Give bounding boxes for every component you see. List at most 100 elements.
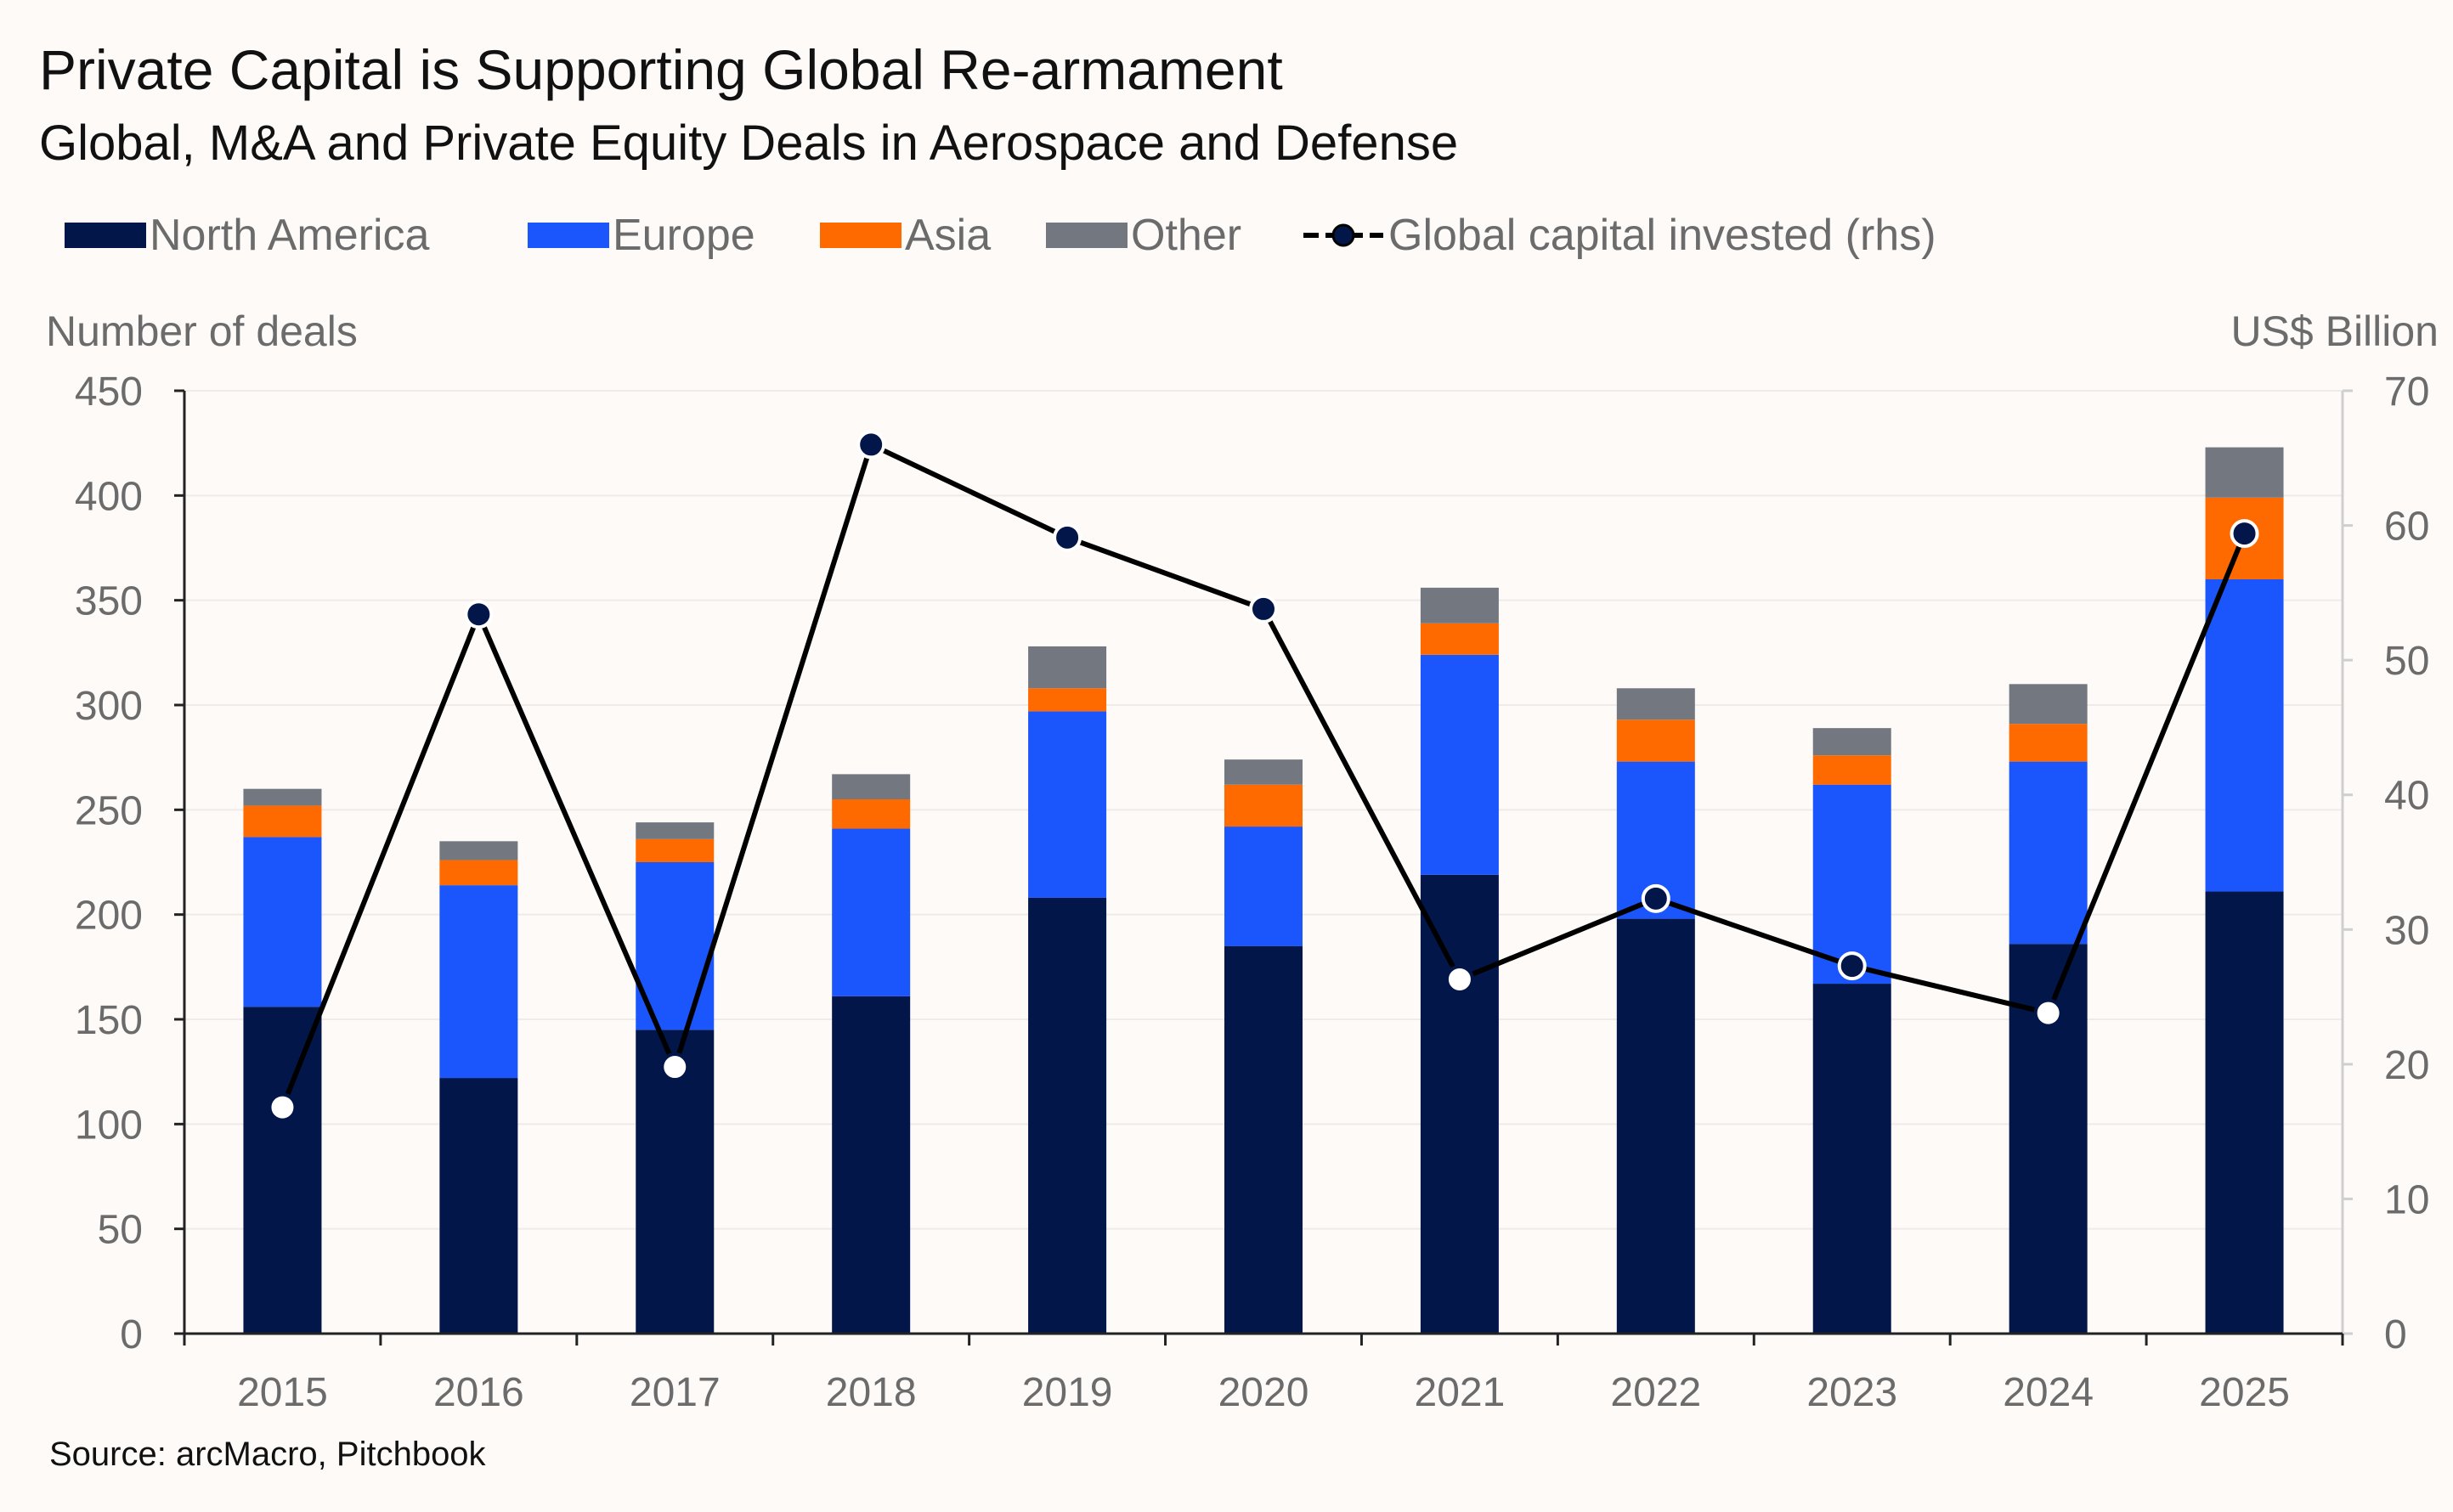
- bar-europe-2019: [1028, 711, 1107, 898]
- bar-other-2022: [1616, 688, 1695, 720]
- bar-europe-2025: [2205, 579, 2284, 892]
- bar-asia-2023: [1812, 755, 1891, 785]
- y-left-tick-350: 350: [75, 579, 143, 624]
- bar-other-2018: [832, 774, 911, 799]
- grid: 0 50 100 150 200 250 300 350 400 450 0 10 20 30 40 50 60…: [75, 370, 2429, 1357]
- y-right-tick-10: 10: [2384, 1177, 2429, 1222]
- bar-north-america-2021: [1420, 874, 1499, 1334]
- bar-north-america-2023: [1812, 984, 1891, 1334]
- capital-point-2023: [1837, 951, 1867, 981]
- legend-label-europe: Europe: [613, 211, 755, 260]
- y-left-tick-0: 0: [120, 1312, 143, 1357]
- x-tick-2023: 2023: [1806, 1370, 1897, 1415]
- bar-asia-2015: [243, 805, 322, 838]
- bar-other-2016: [439, 841, 518, 860]
- bar-other-2023: [1812, 728, 1891, 756]
- x-tick-2025: 2025: [2199, 1370, 2290, 1415]
- capital-point-2017: [660, 1052, 690, 1082]
- bar-other-2020: [1224, 759, 1303, 785]
- bars: [243, 447, 2284, 1334]
- bar-europe-2018: [832, 828, 911, 996]
- bar-other-2015: [243, 788, 322, 806]
- capital-point-2024: [2033, 998, 2063, 1028]
- chart-title: Private Capital is Supporting Global Re-…: [39, 38, 1283, 101]
- legend-swatch-asia: [820, 223, 902, 248]
- bar-europe-2021: [1420, 654, 1499, 875]
- capital-point-2022: [1641, 883, 1670, 913]
- x-tick-2017: 2017: [630, 1370, 721, 1415]
- axes: 2015 2016 2017 2018 2019 2020 2021 2022 2023 2024…: [174, 389, 2353, 1415]
- y-right-tick-40: 40: [2384, 774, 2429, 819]
- bar-other-2019: [1028, 646, 1107, 689]
- bar-north-america-2020: [1224, 945, 1303, 1334]
- bar-north-america-2018: [832, 996, 911, 1334]
- y-left-tick-100: 100: [75, 1103, 143, 1148]
- y-left-tick-250: 250: [75, 788, 143, 833]
- bar-asia-2016: [439, 860, 518, 886]
- y-left-tick-400: 400: [75, 474, 143, 519]
- bar-europe-2015: [243, 837, 322, 1007]
- bar-europe-2020: [1224, 827, 1303, 946]
- x-tick-2024: 2024: [2003, 1370, 2094, 1415]
- capital-line: [268, 430, 2259, 1122]
- legend-label-capital: Global capital invested (rhs): [1388, 211, 1936, 260]
- bar-asia-2022: [1616, 719, 1695, 762]
- capital-point-2025: [2230, 519, 2259, 549]
- legend-label-north-america: North America: [150, 211, 430, 260]
- bar-asia-2021: [1420, 623, 1499, 655]
- y-right-tick-70: 70: [2384, 370, 2429, 415]
- x-tick-2021: 2021: [1415, 1370, 1506, 1415]
- y-left-tick-450: 450: [75, 370, 143, 415]
- legend-label-other: Other: [1131, 211, 1241, 260]
- x-tick-2020: 2020: [1218, 1370, 1309, 1415]
- y-left-tick-200: 200: [75, 894, 143, 939]
- bar-north-america-2015: [243, 1007, 322, 1334]
- source-note: Source: arcMacro, Pitchbook: [49, 1436, 487, 1473]
- y-right-tick-60: 60: [2384, 505, 2429, 550]
- legend-swatch-other: [1046, 223, 1128, 248]
- bar-europe-2024: [2009, 761, 2088, 945]
- y-right-tick-0: 0: [2384, 1312, 2407, 1357]
- legend-marker-line: [1331, 223, 1355, 247]
- legend-swatch-north-america: [65, 223, 146, 248]
- bar-europe-2023: [1812, 784, 1891, 984]
- bar-other-2017: [636, 822, 715, 839]
- left-axis-title: Number of deals: [46, 307, 358, 355]
- y-left-tick-150: 150: [75, 998, 143, 1043]
- bar-north-america-2022: [1616, 918, 1695, 1334]
- bar-asia-2019: [1028, 688, 1107, 712]
- x-tick-2019: 2019: [1022, 1370, 1113, 1415]
- chart-subtitle: Global, M&A and Private Equity Deals in …: [39, 116, 1458, 171]
- y-left-tick-50: 50: [98, 1208, 143, 1253]
- legend: North America Europe Asia Other Global capit…: [65, 211, 1936, 260]
- bar-north-america-2025: [2205, 891, 2284, 1334]
- bar-other-2024: [2009, 684, 2088, 725]
- bar-europe-2016: [439, 885, 518, 1079]
- x-tick-2018: 2018: [826, 1370, 917, 1415]
- bar-other-2025: [2205, 447, 2284, 498]
- capital-point-2019: [1053, 522, 1082, 552]
- capital-point-2020: [1249, 594, 1278, 623]
- capital-point-2016: [464, 600, 494, 629]
- bar-asia-2018: [832, 799, 911, 829]
- bar-asia-2020: [1224, 784, 1303, 827]
- bar-north-america-2019: [1028, 897, 1107, 1334]
- capital-point-2015: [268, 1092, 297, 1122]
- y-right-tick-20: 20: [2384, 1043, 2429, 1088]
- capital-point-2018: [856, 430, 886, 460]
- x-tick-2015: 2015: [237, 1370, 328, 1415]
- legend-swatch-europe: [528, 223, 609, 248]
- capital-point-2021: [1444, 964, 1474, 994]
- y-right-tick-50: 50: [2384, 639, 2429, 684]
- y-right-tick-30: 30: [2384, 908, 2429, 953]
- bar-north-america-2016: [439, 1078, 518, 1334]
- x-tick-2016: 2016: [433, 1370, 524, 1415]
- y-left-tick-300: 300: [75, 684, 143, 729]
- x-tick-2022: 2022: [1610, 1370, 1701, 1415]
- bar-other-2021: [1420, 587, 1499, 623]
- bar-asia-2017: [636, 838, 715, 862]
- legend-label-asia: Asia: [905, 211, 991, 260]
- bar-asia-2024: [2009, 724, 2088, 762]
- right-axis-title: US$ Billion: [2230, 307, 2439, 355]
